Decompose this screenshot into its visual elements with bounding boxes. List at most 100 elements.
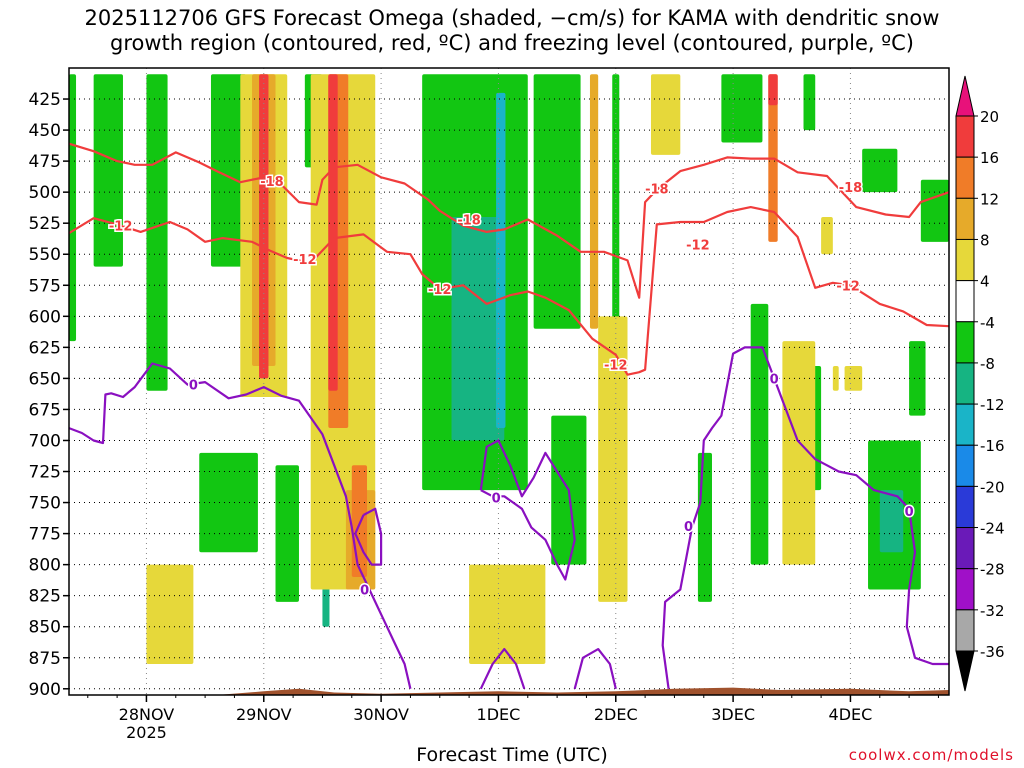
- colorbar: 20 16 12 8 4 -4 -8 -12 -16 -20 -24 -28 -32 -36: [955, 75, 1005, 692]
- omega-area-4: [650, 74, 681, 155]
- contour-label: 0: [492, 492, 501, 507]
- omega-area-4: [844, 365, 863, 391]
- colorbar-label: 8: [980, 231, 990, 249]
- omega-area-neg8: [69, 74, 77, 342]
- y-tick-label: 800: [29, 556, 61, 576]
- omega-area-neg8: [862, 148, 898, 193]
- contour-label: -12: [686, 238, 710, 253]
- plot-frame: [68, 67, 950, 696]
- y-tick-label: 675: [29, 400, 61, 420]
- colorbar-swatch: [955, 321, 975, 364]
- freezing-level-contour: [354, 507, 383, 566]
- colorbar-swatch: [955, 609, 975, 652]
- x-tick-label: 28NOV: [119, 705, 175, 724]
- freezing-level-contour: [69, 362, 412, 690]
- terrain-surface: [69, 687, 949, 695]
- title-line-1: 2025112706 GFS Forecast Omega (shaded, −…: [84, 6, 940, 30]
- omega-area-neg8: [275, 465, 299, 602]
- omega-area-4: [469, 564, 546, 664]
- x-tick-label: 1DEC: [477, 705, 521, 724]
- omega-area-neg16: [496, 92, 506, 429]
- colorbar-swatch: [955, 197, 975, 240]
- colorbar-label: -8: [980, 355, 995, 373]
- colorbar-swatch: [955, 568, 975, 611]
- omega-area-16: [328, 74, 338, 391]
- contour-label: 0: [684, 520, 693, 535]
- y-tick-label: 600: [29, 307, 61, 327]
- omega-area-12: [351, 465, 368, 578]
- y-tick-label: 525: [29, 214, 61, 234]
- y-tick-label: 750: [29, 494, 61, 514]
- y-tick-label: 725: [29, 463, 61, 483]
- y-tick-label: 475: [29, 152, 61, 172]
- omega-area-neg8: [909, 341, 926, 416]
- colorbar-label: 12: [980, 190, 999, 208]
- colorbar-label: -4: [980, 314, 995, 332]
- x-tick-label: 4DEC: [829, 705, 873, 724]
- contour-label: -12: [109, 220, 133, 235]
- colorbar-swatch: [955, 362, 975, 405]
- contours: [69, 142, 949, 690]
- y-tick-label: 875: [29, 649, 61, 669]
- omega-area-neg8: [93, 74, 123, 267]
- omega-area-neg8: [750, 303, 769, 565]
- omega-area-16: [768, 74, 778, 106]
- omega-area-4: [782, 341, 816, 565]
- colorbar-swatch: [955, 444, 975, 487]
- x-tick-label: 30NOV: [353, 705, 409, 724]
- contour-label: -18: [457, 213, 481, 228]
- y-tick-label: 500: [29, 183, 61, 203]
- contour-label: -18: [645, 182, 669, 197]
- omega-area-4: [598, 316, 628, 602]
- colorbar-swatch: [955, 280, 975, 323]
- x-axis-label: Forecast Time (UTC): [416, 744, 608, 766]
- contour-labels: -12 -12 -12 -12 -12 -12 -18 -18 -18 -18 0 0 0 0 0 0: [107, 173, 915, 599]
- y-tick-label: 450: [29, 121, 61, 141]
- omega-area-neg8: [920, 179, 949, 242]
- x-tick-label: 3DEC: [711, 705, 755, 724]
- colorbar-swatch: [955, 115, 975, 158]
- contour-label: 0: [189, 379, 198, 394]
- omega-area-neg8: [697, 452, 712, 602]
- omega-area-8: [589, 74, 599, 329]
- colorbar-label: -32: [980, 602, 1005, 620]
- omega-area-neg8: [612, 74, 620, 391]
- y-tick-label: 850: [29, 618, 61, 638]
- y-tick-label: 825: [29, 587, 61, 607]
- x-tick-label: 2DEC: [594, 705, 638, 724]
- freezing-level-contour: [573, 648, 617, 690]
- colorbar-label: -24: [980, 520, 1005, 538]
- contour-label: -12: [293, 253, 317, 268]
- x-tick-label: 29NOV: [236, 705, 292, 724]
- contour-label: 0: [770, 372, 779, 387]
- contour-label: -12: [836, 279, 860, 294]
- colorbar-label: 16: [980, 149, 999, 167]
- y-axis: 425 450 475 500 525 550 575 600 625 650 675 700 725 7…: [29, 90, 69, 700]
- source-credit: coolwx.com/models: [848, 746, 1014, 764]
- omega-area-neg8: [210, 74, 247, 267]
- omega-area-neg8: [146, 74, 168, 391]
- colorbar-label: 20: [980, 108, 999, 126]
- contour-label: -18: [839, 181, 863, 196]
- colorbar-label: -28: [980, 561, 1005, 579]
- chart-title: 2025112706 GFS Forecast Omega (shaded, −…: [0, 6, 1024, 56]
- contour-label: -12: [604, 359, 628, 374]
- colorbar-label: -36: [980, 643, 1005, 661]
- colorbar-swatch: [955, 485, 975, 529]
- omega-area-neg12: [879, 490, 904, 553]
- contour-label: -12: [428, 283, 452, 298]
- freezing-level-contour: [479, 439, 576, 581]
- y-tick-label: 700: [29, 431, 61, 451]
- y-tick-label: 550: [29, 245, 61, 265]
- colorbar-swatch: [955, 156, 975, 199]
- dgz-contour-neg18: [69, 142, 949, 299]
- omega-area-neg12: [451, 216, 505, 441]
- colorbar-label: -12: [980, 396, 1005, 414]
- colorbar-bottom-triangle: [955, 650, 975, 692]
- omega-area-neg8: [721, 74, 763, 143]
- omega-area-4: [821, 216, 833, 255]
- colorbar-swatch: [955, 238, 975, 282]
- contour-label: 0: [360, 583, 369, 598]
